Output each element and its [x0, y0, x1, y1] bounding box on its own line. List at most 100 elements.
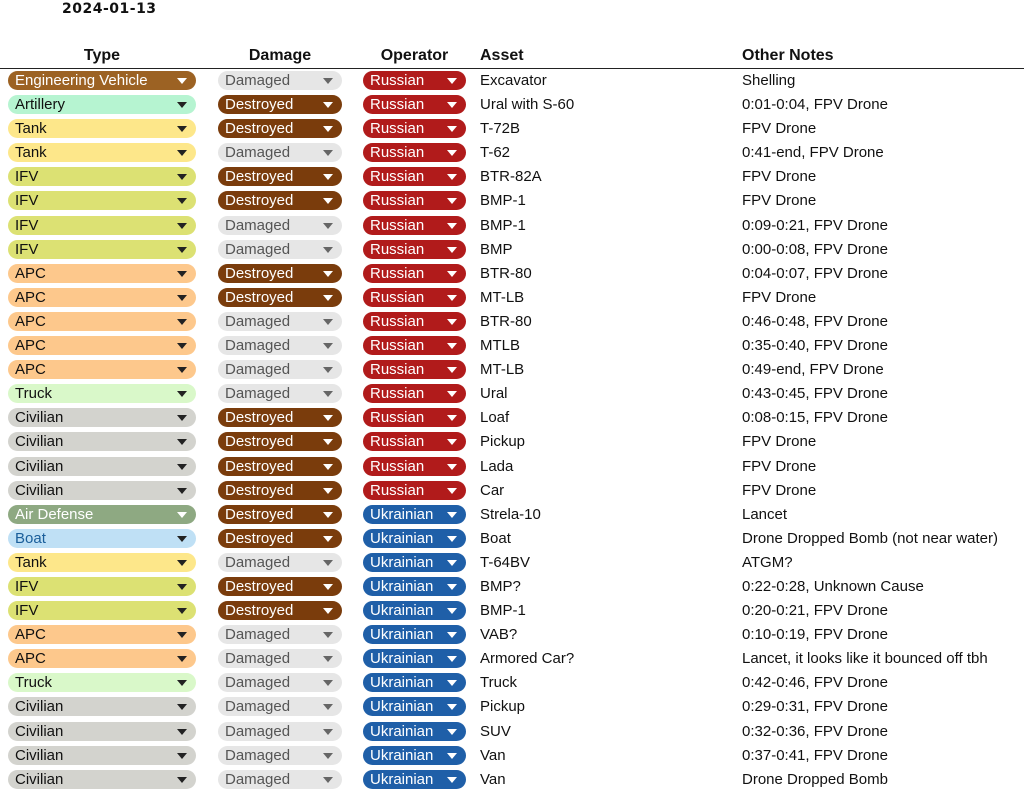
asset-cell[interactable]: T-64BV	[480, 553, 531, 571]
type-dropdown[interactable]: IFV	[8, 601, 196, 621]
type-dropdown[interactable]: Tank	[8, 143, 196, 163]
operator-dropdown[interactable]: Russian	[363, 384, 466, 404]
type-dropdown[interactable]: IFV	[8, 215, 196, 235]
type-dropdown[interactable]: Boat	[8, 528, 196, 548]
damage-dropdown[interactable]: Destroyed	[218, 191, 342, 211]
damage-dropdown[interactable]: Damaged	[218, 311, 342, 331]
dropdown-arrow-icon[interactable]	[323, 150, 333, 157]
damage-dropdown[interactable]: Damaged	[218, 143, 342, 163]
notes-cell[interactable]: FPV Drone	[742, 192, 817, 210]
asset-cell[interactable]: BTR-82A	[480, 168, 542, 186]
dropdown-arrow-icon[interactable]	[447, 415, 457, 422]
type-dropdown[interactable]: APC	[8, 263, 196, 283]
asset-cell[interactable]: Pickup	[480, 698, 526, 716]
operator-dropdown[interactable]: Ukrainian	[363, 576, 466, 596]
asset-cell[interactable]: BMP	[480, 240, 513, 258]
asset-cell[interactable]: BTR-80	[480, 264, 532, 282]
asset-cell[interactable]: T-72B	[480, 120, 521, 138]
type-dropdown[interactable]: APC	[8, 625, 196, 645]
type-dropdown[interactable]: Artillery	[8, 95, 196, 115]
dropdown-arrow-icon[interactable]	[447, 776, 457, 783]
notes-cell[interactable]: ATGM?	[742, 553, 793, 571]
notes-cell[interactable]: FPV Drone	[742, 168, 817, 186]
dropdown-arrow-icon[interactable]	[323, 559, 333, 566]
asset-cell[interactable]: Ural with S-60	[480, 96, 575, 114]
operator-dropdown[interactable]: Russian	[363, 143, 466, 163]
dropdown-arrow-icon[interactable]	[177, 487, 187, 494]
dropdown-arrow-icon[interactable]	[323, 246, 333, 253]
asset-cell[interactable]: Strela-10	[480, 505, 541, 523]
notes-cell[interactable]: Drone Dropped Bomb	[742, 770, 888, 788]
type-dropdown[interactable]: Truck	[8, 384, 196, 404]
dropdown-arrow-icon[interactable]	[177, 391, 187, 398]
dropdown-arrow-icon[interactable]	[177, 415, 187, 422]
notes-cell[interactable]: 0:10-0:19, FPV Drone	[742, 626, 888, 644]
dropdown-arrow-icon[interactable]	[447, 391, 457, 398]
notes-cell[interactable]: 0:32-0:36, FPV Drone	[742, 722, 888, 740]
type-dropdown[interactable]: Civilian	[8, 697, 196, 717]
dropdown-arrow-icon[interactable]	[177, 102, 187, 109]
operator-dropdown[interactable]: Ukrainian	[363, 552, 466, 572]
notes-cell[interactable]: 0:01-0:04, FPV Drone	[742, 96, 888, 114]
dropdown-arrow-icon[interactable]	[177, 246, 187, 253]
dropdown-arrow-icon[interactable]	[323, 367, 333, 374]
dropdown-arrow-icon[interactable]	[323, 318, 333, 325]
dropdown-arrow-icon[interactable]	[323, 463, 333, 470]
operator-dropdown[interactable]: Russian	[363, 167, 466, 187]
type-dropdown[interactable]: APC	[8, 336, 196, 356]
damage-dropdown[interactable]: Damaged	[218, 360, 342, 380]
damage-dropdown[interactable]: Damaged	[218, 673, 342, 693]
type-dropdown[interactable]: IFV	[8, 191, 196, 211]
dropdown-arrow-icon[interactable]	[177, 174, 187, 181]
operator-dropdown[interactable]: Ukrainian	[363, 625, 466, 645]
dropdown-arrow-icon[interactable]	[447, 752, 457, 759]
dropdown-arrow-icon[interactable]	[447, 78, 457, 84]
dropdown-arrow-icon[interactable]	[177, 343, 187, 350]
operator-dropdown[interactable]: Russian	[363, 336, 466, 356]
type-dropdown[interactable]: Tank	[8, 119, 196, 139]
dropdown-arrow-icon[interactable]	[447, 102, 457, 109]
asset-cell[interactable]: BMP-1	[480, 602, 526, 620]
type-dropdown[interactable]: Engineering Vehicle	[8, 71, 196, 90]
notes-cell[interactable]: 0:37-0:41, FPV Drone	[742, 746, 888, 764]
operator-dropdown[interactable]: Ukrainian	[363, 673, 466, 693]
dropdown-arrow-icon[interactable]	[447, 198, 457, 205]
dropdown-arrow-icon[interactable]	[323, 174, 333, 181]
damage-dropdown[interactable]: Damaged	[218, 384, 342, 404]
damage-dropdown[interactable]: Destroyed	[218, 456, 342, 476]
dropdown-arrow-icon[interactable]	[177, 294, 187, 301]
asset-cell[interactable]: MT-LB	[480, 288, 525, 306]
type-dropdown[interactable]: Civilian	[8, 721, 196, 741]
dropdown-arrow-icon[interactable]	[323, 704, 333, 711]
operator-dropdown[interactable]: Russian	[363, 119, 466, 139]
operator-dropdown[interactable]: Russian	[363, 480, 466, 500]
dropdown-arrow-icon[interactable]	[177, 608, 187, 615]
dropdown-arrow-icon[interactable]	[323, 583, 333, 590]
type-dropdown[interactable]: Civilian	[8, 745, 196, 765]
notes-cell[interactable]: FPV Drone	[742, 457, 817, 475]
dropdown-arrow-icon[interactable]	[447, 174, 457, 181]
dropdown-arrow-icon[interactable]	[177, 704, 187, 711]
header-asset[interactable]: Asset	[480, 47, 524, 64]
notes-cell[interactable]: 0:09-0:21, FPV Drone	[742, 216, 888, 234]
dropdown-arrow-icon[interactable]	[323, 439, 333, 446]
damage-dropdown[interactable]: Destroyed	[218, 287, 342, 307]
operator-dropdown[interactable]: Russian	[363, 456, 466, 476]
dropdown-arrow-icon[interactable]	[447, 487, 457, 494]
type-dropdown[interactable]: APC	[8, 360, 196, 380]
dropdown-arrow-icon[interactable]	[447, 535, 457, 542]
dropdown-arrow-icon[interactable]	[447, 680, 457, 687]
asset-cell[interactable]: BMP-1	[480, 216, 526, 234]
notes-cell[interactable]: 0:00-0:08, FPV Drone	[742, 240, 888, 258]
notes-cell[interactable]: 0:29-0:31, FPV Drone	[742, 698, 888, 716]
dropdown-arrow-icon[interactable]	[447, 632, 457, 639]
dropdown-arrow-icon[interactable]	[177, 198, 187, 205]
operator-dropdown[interactable]: Ukrainian	[363, 601, 466, 621]
operator-dropdown[interactable]: Ukrainian	[363, 745, 466, 765]
damage-dropdown[interactable]: Damaged	[218, 745, 342, 765]
dropdown-arrow-icon[interactable]	[177, 680, 187, 687]
operator-dropdown[interactable]: Ukrainian	[363, 528, 466, 548]
dropdown-arrow-icon[interactable]	[177, 656, 187, 663]
operator-dropdown[interactable]: Russian	[363, 287, 466, 307]
asset-cell[interactable]: Armored Car?	[480, 650, 575, 668]
